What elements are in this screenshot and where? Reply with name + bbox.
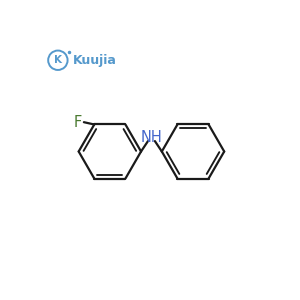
- Text: K: K: [54, 55, 62, 65]
- Text: NH: NH: [141, 130, 162, 145]
- Text: F: F: [74, 115, 82, 130]
- Text: Kuujia: Kuujia: [73, 54, 116, 67]
